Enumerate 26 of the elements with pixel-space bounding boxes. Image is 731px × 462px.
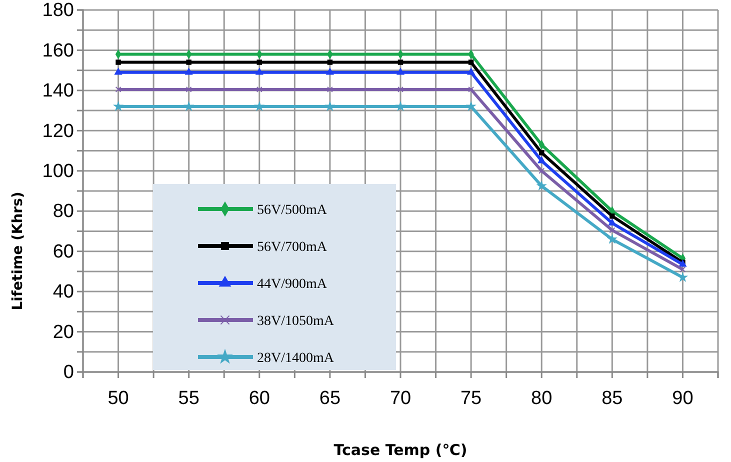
x-tick-label: 85	[602, 388, 623, 409]
y-tick-label: 120	[42, 120, 74, 142]
x-tick-label: 75	[460, 388, 482, 409]
x-tick-label: 50	[108, 388, 129, 409]
legend-label: 44V/900mA	[257, 277, 328, 292]
y-tick-label: 140	[42, 80, 74, 102]
x-tick-label: 70	[390, 388, 412, 409]
legend-label: 56V/700mA	[257, 240, 328, 255]
y-axis-title: Lifetime (Khrs)	[10, 192, 26, 310]
y-tick-label: 0	[63, 362, 74, 384]
y-tick-label: 60	[52, 241, 74, 262]
y-tick-label: 180	[42, 0, 74, 22]
y-tick-label: 20	[52, 322, 74, 343]
legend-label: 38V/1050mA	[257, 314, 335, 329]
x-tick-label: 65	[319, 388, 341, 409]
y-tick-label: 80	[52, 201, 74, 222]
x-tick-label: 55	[178, 388, 200, 409]
x-tick-label: 90	[672, 388, 694, 409]
y-tick-label: 100	[42, 160, 74, 182]
x-tick-label: 80	[531, 388, 552, 409]
x-tick-label: 60	[248, 388, 270, 409]
x-axis-title: Tcase Temp (℃)	[334, 441, 468, 459]
legend-label: 28V/1400mA	[257, 351, 335, 366]
y-tick-label: 40	[52, 282, 74, 303]
y-tick-label: 160	[42, 40, 74, 62]
legend-label: 56V/500mA	[257, 203, 328, 218]
